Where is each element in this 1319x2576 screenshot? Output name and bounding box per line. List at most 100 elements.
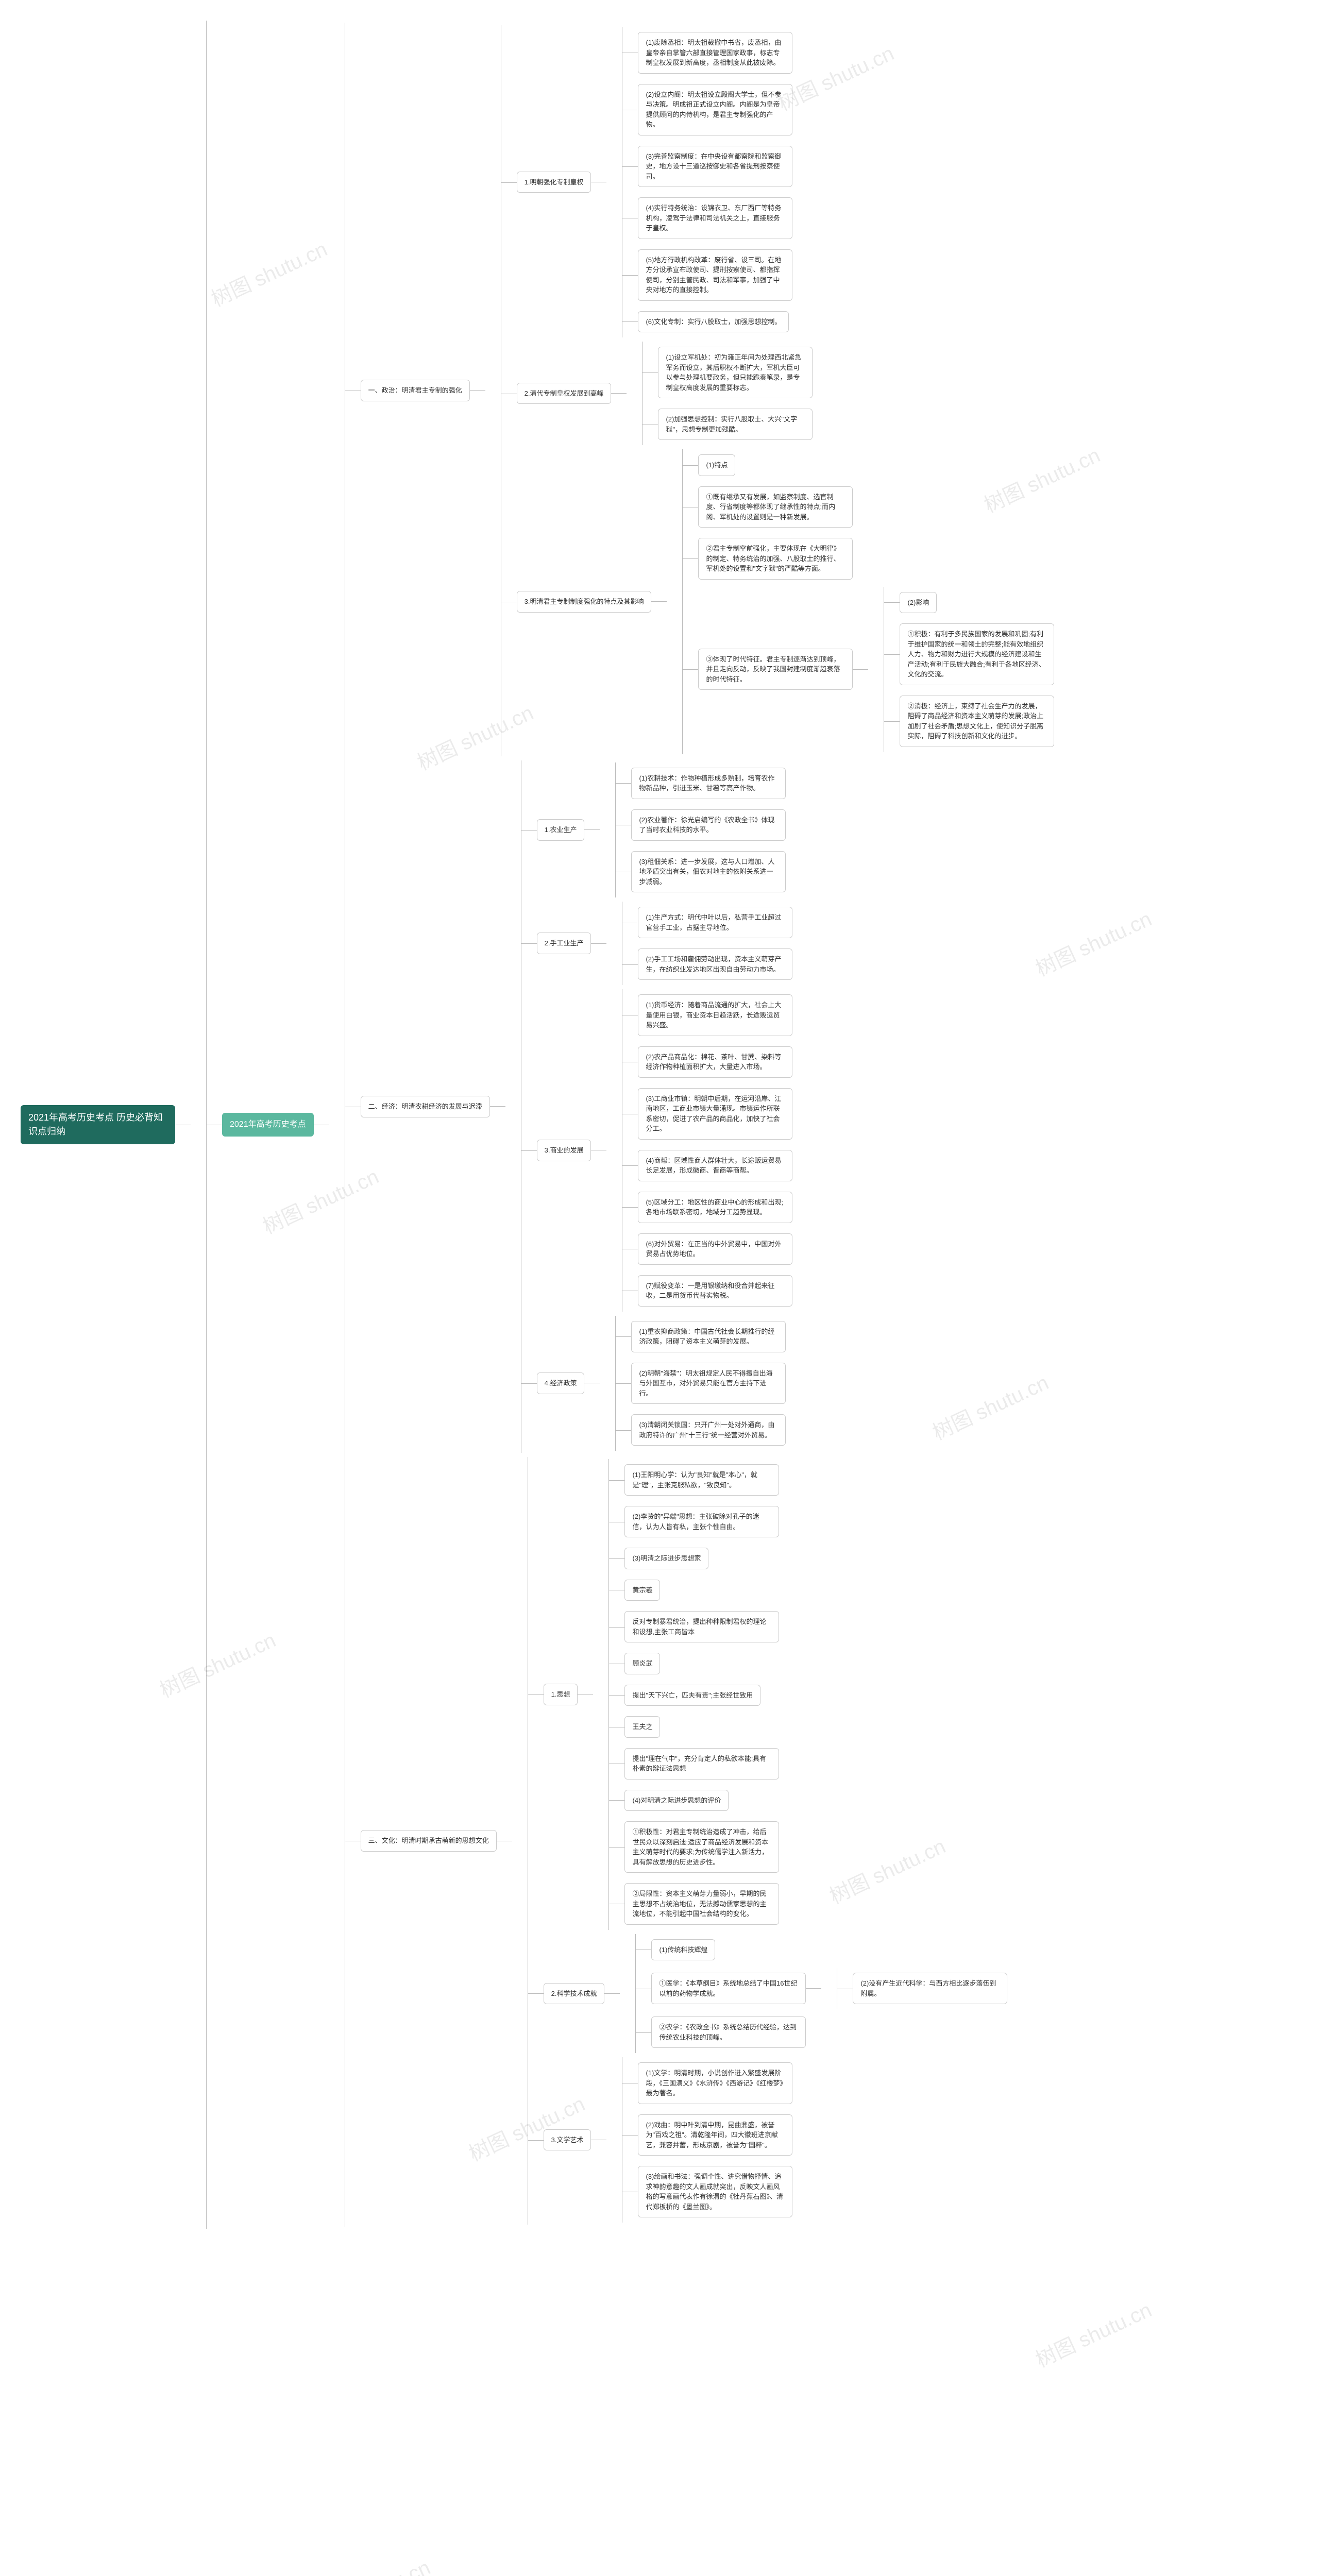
leaf-node: 顾炎武 [624, 1653, 660, 1674]
leaf-node: (3)工商业市镇：明朝中后期，在运河沿岸、江南地区，工商业市镇大量涌现。市镇运作… [638, 1088, 792, 1140]
child-wrap: (6)对外贸易：在正当的中外贸易中，中国对外贸易占优势地位。 [638, 1230, 792, 1268]
watermark: 树图 shutu.cn [309, 2551, 434, 2576]
child-wrap: (2)手工工场和雇佣劳动出现，资本主义萌芽产生，在纺织业发达地区出现自由劳动力市… [638, 945, 792, 983]
child-wrap: 2021年高考历史考点一、政治：明清君主专制的强化1.明朝强化专制皇权(1)废除… [222, 23, 1054, 2227]
leaf-node: (2)农业著作：徐光启编写的《农政全书》体现了当时农业科技的水平。 [631, 809, 786, 841]
connector [490, 1106, 505, 1107]
leaf-node: 3.明清君主专制制度强化的特点及其影响 [517, 591, 652, 613]
leaf-node: (2)农产品商品化：棉花、茶叶、甘蔗、染料等经济作物种植面积扩大，大量进入市场。 [638, 1046, 792, 1078]
child-wrap: ②农学：《农政全书》系统总结历代经验，达到传统农业科技的顶峰。 [651, 2013, 1007, 2051]
child-wrap: ③体现了时代特征。君主专制逐渐达到顶峰，并且走向反动，反映了我国封建制度渐趋衰落… [698, 587, 1054, 752]
child-wrap: (1)废除丞相：明太祖裁撤中书省，废丞相，由皇帝亲自掌管六部直接管理国家政事，标… [638, 29, 792, 77]
leaf-node: 王夫之 [624, 1716, 660, 1738]
child-wrap: 3.商业的发展 (1)货币经济：随着商品流通的扩大，社会上大量使用白银，商业资本日… [537, 989, 793, 1312]
child-wrap: (1)传统科技辉煌 [651, 1936, 1007, 1964]
leaf-node: (7)赋役变革：一是用银缴纳和役合并起来征收，二是用货币代替实物税。 [638, 1275, 792, 1307]
children-group: (1)特点①既有继承又有发展，如监察制度、选官制度、行省制度等都体现了继承性的特… [682, 449, 1054, 754]
connector [604, 1993, 620, 1994]
leaf-node: (4)对明清之际进步思想的评价 [624, 1790, 729, 1811]
leaf-node: (2)手工工场和雇佣劳动出现，资本主义萌芽产生，在纺织业发达地区出现自由劳动力市… [638, 948, 792, 980]
leaf-node: ②消极：经济上，束缚了社会生产力的发展，阻碍了商品经济和资本主义萌芽的发展;政治… [900, 696, 1054, 747]
child-wrap: (2)农产品商品化：棉花、茶叶、甘蔗、染料等经济作物种植面积扩大，大量进入市场。 [638, 1043, 792, 1081]
child-wrap: (1)生产方式：明代中叶以后，私营手工业超过官营手工业，占据主导地位。 [638, 904, 792, 941]
children-group: (1)货币经济：随着商品流通的扩大，社会上大量使用白银，商业资本日趋活跃，长途贩… [622, 989, 792, 1312]
leaf-node: 1.明朝强化专制皇权 [517, 172, 591, 193]
child-wrap: (2)戏曲：明中叶到清中期，昆曲鼎盛，被誉为"百戏之祖"。清乾隆年间，四大徽班进… [638, 2111, 792, 2159]
leaf-node: ②局限性：资本主义萌芽力量弱小，早期的民主思想不占统治地位，无法撼动儒家思想的主… [624, 1883, 779, 1925]
child-wrap: 1.农业生产(1)农耕技术：作物种植形成多熟制，培育农作物新品种，引进玉米、甘薯… [537, 762, 793, 898]
leaf-node: (2)设立内阁：明太祖设立殿阁大学士，但不参与决策。明成祖正式设立内阁。内阁是为… [638, 84, 792, 135]
leaf-node: (1)传统科技辉煌 [651, 1939, 715, 1961]
leaf-node: (3)清朝闭关锁国：只开广州一处对外通商，由政府特许的广州"十三行"统一经营对外… [631, 1414, 786, 1446]
children-group: 1.农业生产(1)农耕技术：作物种植形成多熟制，培育农作物新品种，引进玉米、甘薯… [521, 760, 793, 1453]
leaf-node: 4.经济政策 [537, 1372, 585, 1394]
watermark: 树图 shutu.cn [1030, 2294, 1156, 2374]
leaf-node: (1)王阳明心学：认为"良知"就是"本心"，就是"理"，主张克服私欲，"致良知"… [624, 1464, 779, 1496]
child-wrap: 4.经济政策 (1)重农抑商政策：中国古代社会长期推行的经济政策，阻碍了资本主义萌… [537, 1316, 793, 1451]
connector [651, 601, 667, 602]
child-wrap: ①医学：《本草纲目》系统地总结了中国16世纪以前的药物学成就。(2)没有产生近代… [651, 1968, 1007, 2009]
child-wrap: ②消极：经济上，束缚了社会生产力的发展，阻碍了商品经济和资本主义萌芽的发展;政治… [900, 692, 1054, 750]
child-wrap: 2.科学技术成就 (1)传统科技辉煌 ①医学：《本草纲目》系统地总结了中国16世纪以… [544, 1934, 1008, 2054]
leaf-node: 1.思想 [544, 1684, 578, 1705]
leaf-node: (1)农耕技术：作物种植形成多熟制，培育农作物新品种，引进玉米、甘薯等高产作物。 [631, 768, 786, 799]
children-group: (1)重农抑商政策：中国古代社会长期推行的经济政策，阻碍了资本主义萌芽的发展。 (… [615, 1316, 786, 1451]
leaf-node: 2.科学技术成就 [544, 1983, 605, 2005]
child-wrap: ①积极性：对君主专制统治造成了冲击，给后世民众以深刻启迪;适应了商品经济发展和资… [624, 1818, 779, 1876]
child-wrap: (1)设立军机处：初为雍正年间为处理西北紧急军务而设立，其后职权不断扩大，军机大… [658, 344, 813, 401]
leaf-node: (6)对外贸易：在正当的中外贸易中，中国对外贸易占优势地位。 [638, 1233, 792, 1265]
connector [611, 393, 627, 394]
child-wrap: (4)商帮：区域性商人群体壮大，长途贩运贸易长足发展，形成徽商、晋商等商帮。 [638, 1147, 792, 1184]
leaf-node: 3.商业的发展 [537, 1140, 591, 1161]
leaf-node: (2)没有产生近代科学：与西方相比逐步落伍到附属。 [853, 1973, 1007, 2004]
children-group: (1)废除丞相：明太祖裁撤中书省，废丞相，由皇帝亲自掌管六部直接管理国家政事，标… [622, 27, 792, 337]
leaf-node: 二、经济：明清农耕经济的发展与迟滞 [361, 1096, 490, 1117]
children-group: (1)农耕技术：作物种植形成多熟制，培育农作物新品种，引进玉米、甘薯等高产作物。… [615, 762, 786, 898]
child-wrap: 王夫之 [624, 1713, 779, 1741]
leaf-node: (1)重农抑商政策：中国古代社会长期推行的经济政策，阻碍了资本主义萌芽的发展。 [631, 1321, 786, 1352]
child-wrap: (4)实行特务统治：设锦衣卫、东厂西厂等特务机构，凌驾于法律和司法机关之上，直接… [638, 194, 792, 242]
child-wrap: 二、经济：明清农耕经济的发展与迟滞 1.农业生产(1)农耕技术：作物种植形成多熟制… [361, 760, 1055, 1453]
child-wrap: 提出"天下兴亡，匹夫有责";主张经世致用 [624, 1682, 779, 1709]
leaf-node: 提出"天下兴亡，匹夫有责";主张经世致用 [624, 1685, 760, 1706]
leaf-node: (1)废除丞相：明太祖裁撤中书省，废丞相，由皇帝亲自掌管六部直接管理国家政事，标… [638, 32, 792, 74]
child-wrap: 三、文化：明清时期承古萌新的思想文化1.思想(1)王阳明心学：认为"良知"就是"… [361, 1457, 1055, 2225]
connector [806, 1988, 821, 1989]
child-wrap: (1)农耕技术：作物种植形成多熟制，培育农作物新品种，引进玉米、甘薯等高产作物。 [631, 765, 786, 802]
child-wrap: (2)影响 [900, 589, 1054, 617]
mindmap-root: 2021年高考历史考点 历史必背知识点归纳2021年高考历史考点一、政治：明清君… [21, 21, 1298, 2229]
leaf-node: 一、政治：明清君主专制的强化 [361, 380, 470, 401]
child-wrap: (7)赋役变革：一是用银缴纳和役合并起来征收，二是用货币代替实物税。 [638, 1272, 792, 1310]
children-group: 一、政治：明清君主专制的强化 1.明朝强化专制皇权 (1)废除丞相：明太祖裁撤中书省… [345, 23, 1055, 2227]
child-wrap: 提出"理在气中"，充分肯定人的私欲本能;具有朴素的辩证法思想 [624, 1745, 779, 1783]
leaf-node: (5)地方行政机构改革：废行省、设三司。在地方分设承宣布政使司、提刑按察使司、都… [638, 249, 792, 301]
leaf-node: 2.手工业生产 [537, 933, 591, 954]
child-wrap: 黄宗羲 [624, 1577, 779, 1604]
leaf-node: (1)设立军机处：初为雍正年间为处理西北紧急军务而设立，其后职权不断扩大，军机大… [658, 347, 813, 398]
child-wrap: (1)王阳明心学：认为"良知"就是"本心"，就是"理"，主张克服私欲，"致良知"… [624, 1461, 779, 1499]
children-group: (1)王阳明心学：认为"良知"就是"本心"，就是"理"，主张克服私欲，"致良知"… [608, 1459, 779, 1930]
child-wrap: 一、政治：明清君主专制的强化 1.明朝强化专制皇权 (1)废除丞相：明太祖裁撤中书省… [361, 25, 1055, 756]
children-group: (1)设立军机处：初为雍正年间为处理西北紧急军务而设立，其后职权不断扩大，军机大… [642, 342, 813, 445]
root-node: 2021年高考历史考点 历史必背知识点归纳 [21, 1105, 175, 1144]
leaf-node: (6)文化专制：实行八股取士，加强思想控制。 [638, 311, 789, 333]
child-wrap: ①积极：有利于多民族国家的发展和巩固;有利于维护国家的统一和领土的完整;能有效地… [900, 620, 1054, 688]
child-wrap: (2)李贽的"异端"思想：主张破除对孔子的迷信，认为人皆有私，主张个性自由。 [624, 1503, 779, 1540]
children-group: (1)传统科技辉煌 ①医学：《本草纲目》系统地总结了中国16世纪以前的药物学成就。… [635, 1934, 1007, 2054]
child-wrap: (2)设立内阁：明太祖设立殿阁大学士，但不参与决策。明成祖正式设立内阁。内阁是为… [638, 81, 792, 139]
child-wrap: (5)地方行政机构改革：废行省、设三司。在地方分设承宣布政使司、提刑按察使司、都… [638, 246, 792, 304]
child-wrap: 1.思想 (1)王阳明心学：认为"良知"就是"本心"，就是"理"，主张克服私欲，"… [544, 1459, 1008, 1930]
leaf-node: (2)明朝"海禁"：明太祖规定人民不得擅自出海与外国互市，对外贸易只能在官方主持… [631, 1363, 786, 1404]
leaf-node: (3)明清之际进步思想家 [624, 1548, 708, 1569]
child-wrap: (3)完善监察制度：在中央设有都察院和监察御史，地方设十三道巡按御史和各省提刑按… [638, 143, 792, 191]
leaf-node: ①积极性：对君主专制统治造成了冲击，给后世民众以深刻启迪;适应了商品经济发展和资… [624, 1821, 779, 1873]
leaf-node: ①既有继承又有发展，如监察制度、选官制度、行省制度等都体现了继承性的特点;而内阁… [698, 486, 853, 528]
child-wrap: (6)文化专制：实行八股取士，加强思想控制。 [638, 308, 792, 336]
child-wrap: (5)区域分工：地区性的商业中心的形成和出现;各地市场联系密切，地域分工趋势显现… [638, 1189, 792, 1226]
leaf-node: ②农学：《农政全书》系统总结历代经验，达到传统农业科技的顶峰。 [651, 2016, 806, 2048]
child-wrap: (1)文学：明清时期，小说创作进入繁盛发展阶段，《三国演义》《水浒传》《西游记》… [638, 2059, 792, 2107]
leaf-node: ①积极：有利于多民族国家的发展和巩固;有利于维护国家的统一和领土的完整;能有效地… [900, 623, 1054, 685]
connector [591, 943, 606, 944]
children-group: 2021年高考历史考点一、政治：明清君主专制的强化1.明朝强化专制皇权(1)废除… [206, 21, 1054, 2229]
leaf-node: (1)货币经济：随着商品流通的扩大，社会上大量使用白银，商业资本日趋活跃，长途贩… [638, 994, 792, 1036]
